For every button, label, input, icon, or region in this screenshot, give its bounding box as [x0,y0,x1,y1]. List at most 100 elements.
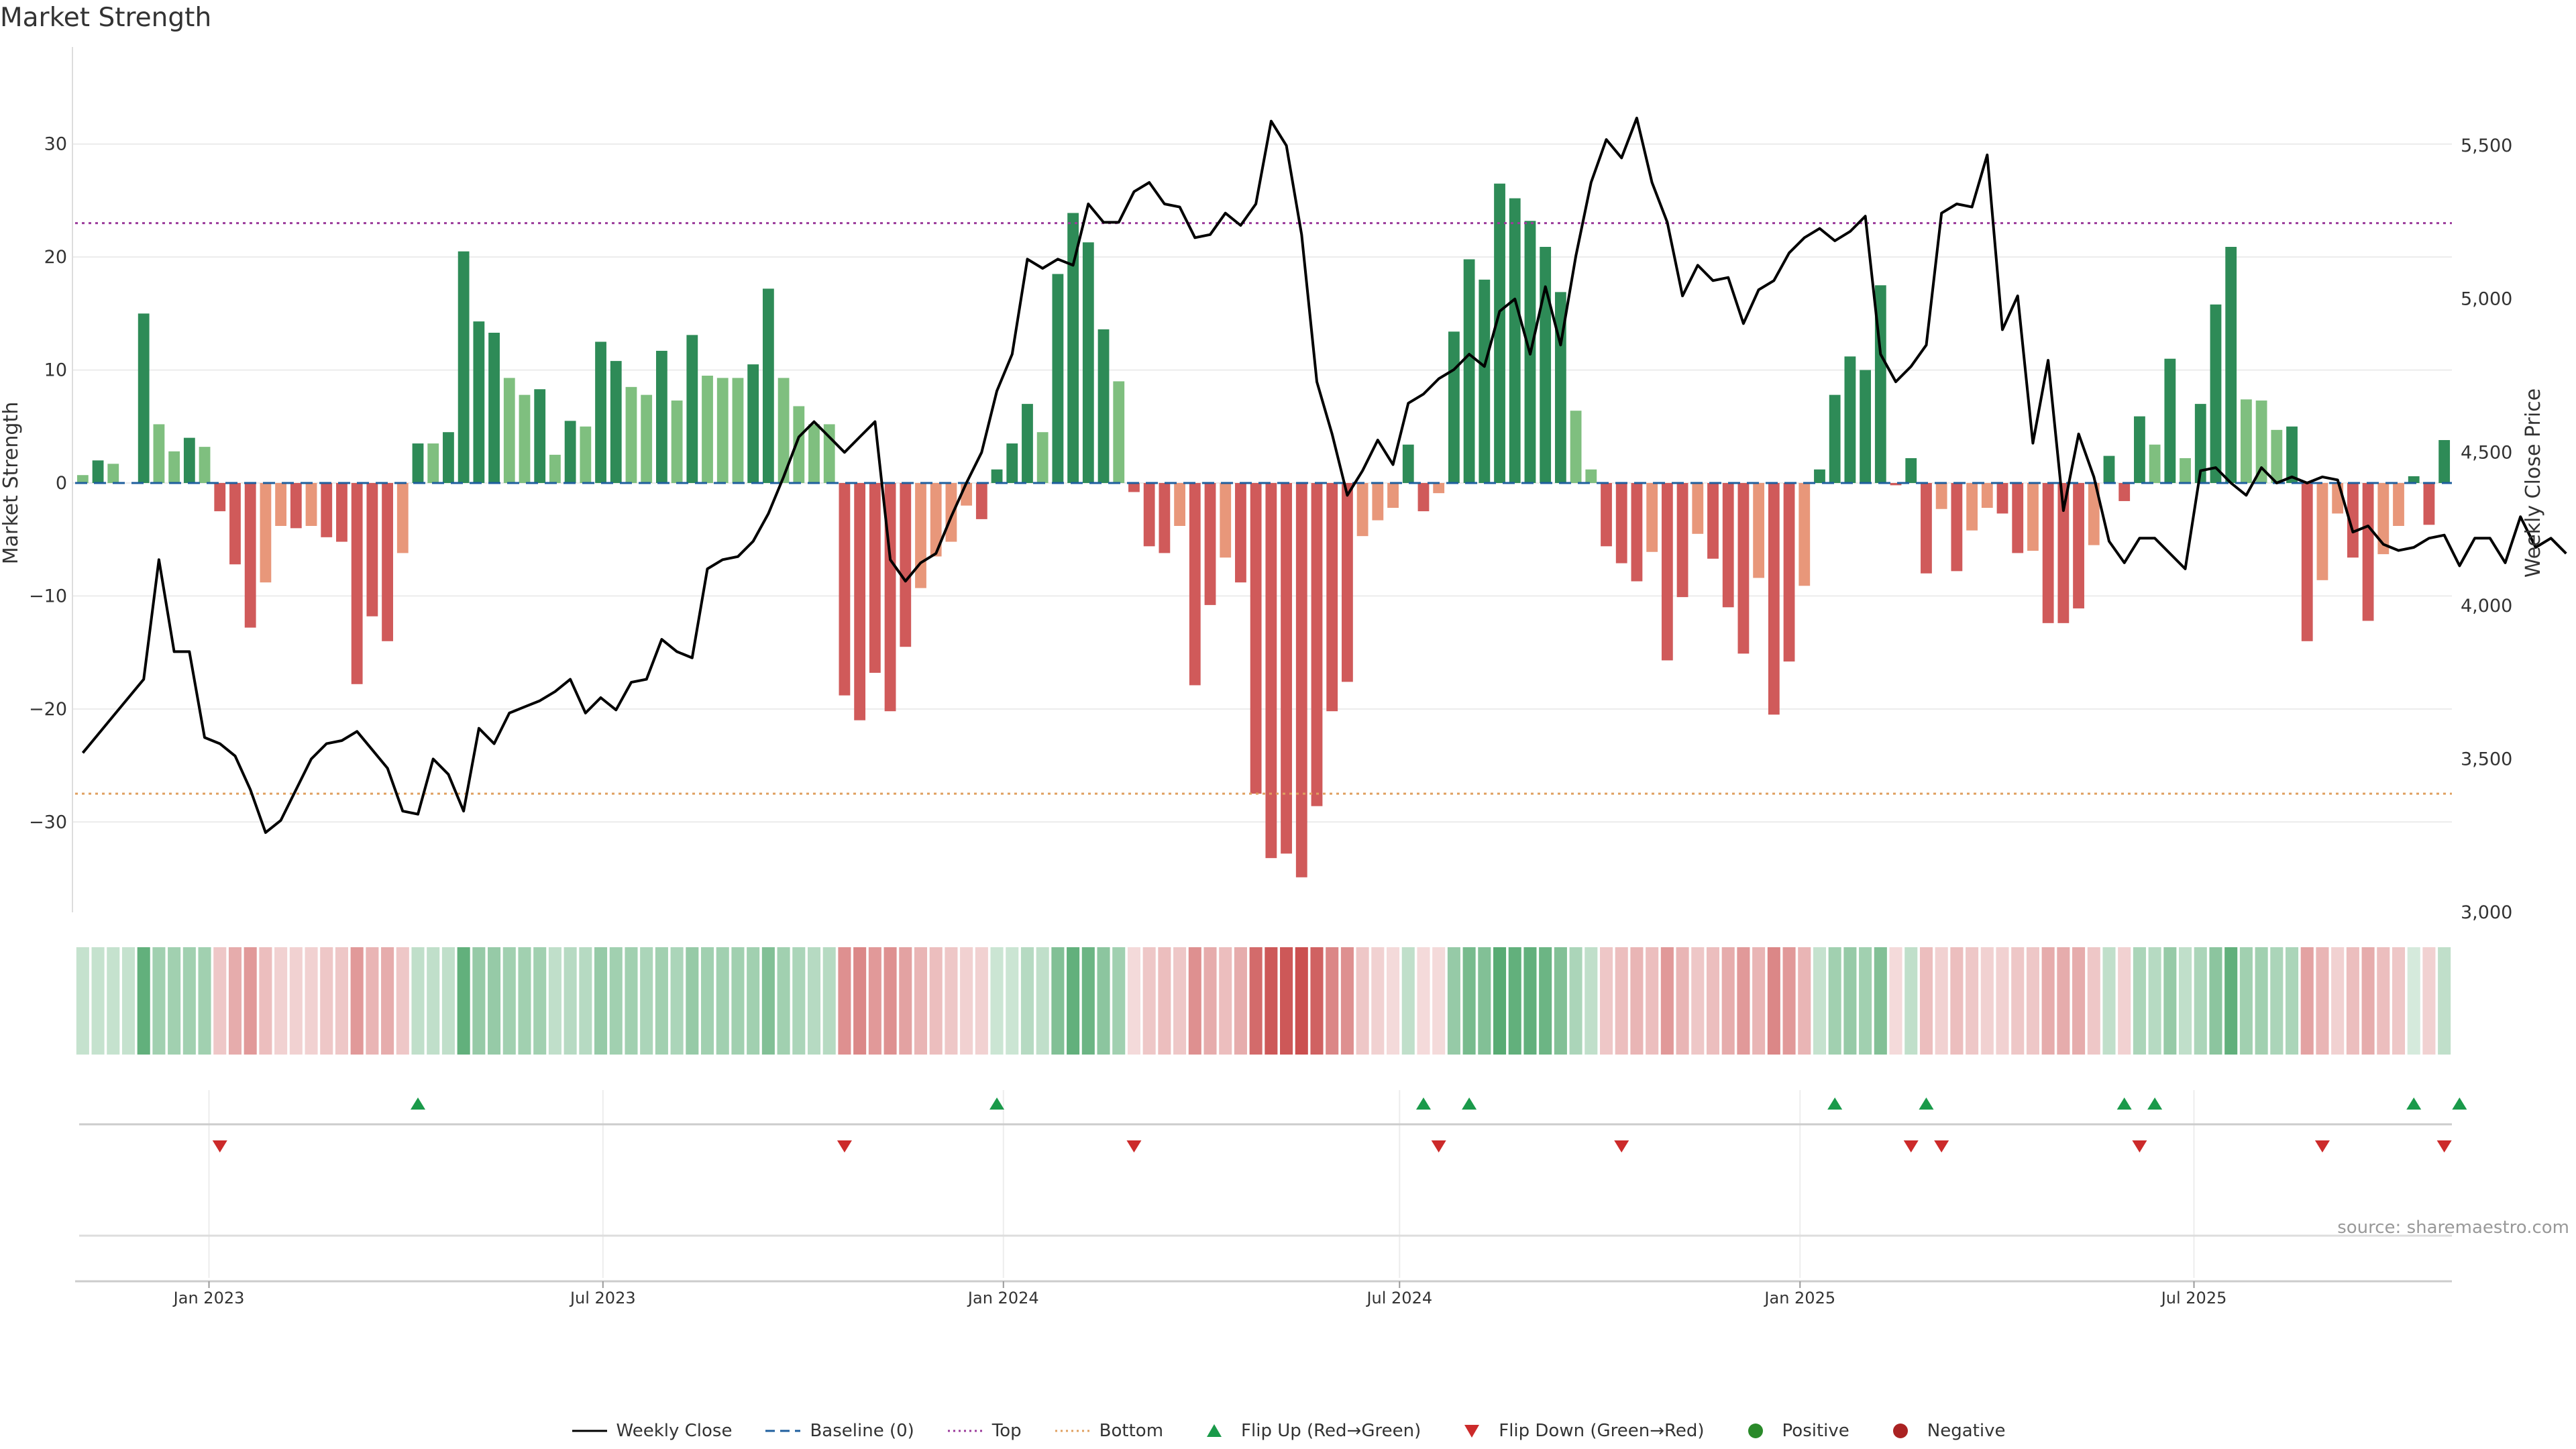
strength-bar [1159,483,1171,553]
strength-bar [1220,483,1232,558]
band-cell [1874,947,1887,1055]
legend-label: Weekly Close [616,1421,733,1441]
strength-bar [1052,274,1064,483]
band-cell [761,947,775,1055]
strength-bar [930,483,942,557]
tri-up-icon [1207,1424,1222,1437]
band-cell [1737,947,1750,1055]
y2-tick-label: 3,000 [2461,902,2512,923]
strength-bar [671,400,683,483]
strength-bar [396,483,409,553]
y2-tick-label: 5,000 [2461,289,2512,310]
strength-bar [991,469,1003,483]
strength-bar [945,483,957,542]
strength-bar [412,443,424,483]
band-cell [1188,947,1201,1055]
band-cell [1554,947,1567,1055]
strength-bar [290,483,302,529]
band-cell [1097,947,1110,1055]
band-cell [1051,947,1065,1055]
strength-bar [1814,469,1825,483]
band-cell [2392,947,2406,1055]
band-cell [411,947,425,1055]
strength-bar [473,321,485,483]
band-cell [1813,947,1827,1055]
flip-markers [212,1097,2467,1152]
legend-item: Top [947,1421,1022,1441]
flip-up-marker [2116,1097,2132,1110]
reference-lines [75,222,2452,795]
strength-bar [1799,483,1811,586]
strength-bar [1951,483,1963,572]
strength-bar [686,335,698,483]
strength-bar [1295,483,1307,877]
flip-down-marker [1934,1140,1949,1152]
strength-bar [2149,444,2161,483]
strength-bar [580,426,592,483]
strength-bar [1768,483,1780,715]
chart-title: Market Strength [0,3,212,33]
strength-bar [1067,213,1079,483]
strength-bar [1311,483,1323,806]
band-cell [1585,947,1598,1055]
band-cell [1691,947,1705,1055]
strength-bar [2301,483,2313,641]
band-cell [1417,947,1430,1055]
strength-bar [168,451,180,483]
band-cell [579,947,592,1055]
band-cell [1020,947,1034,1055]
band-cell [2057,947,2070,1055]
source-note: source: sharemaestro.com [2337,1218,2569,1238]
band-cell [1676,947,1689,1055]
x-tick-label: Jan 2023 [172,1289,245,1307]
band-cell [1798,947,1811,1055]
band-cell [502,947,516,1055]
flip-up-marker [1919,1097,1934,1110]
band-cell [1980,947,1994,1055]
strength-bar [92,460,104,483]
band-cell [1173,947,1187,1055]
dot-icon [1748,1424,1763,1438]
band-cell [716,947,729,1055]
strength-bar [2271,429,2283,483]
flip-down-marker [2436,1140,2452,1152]
band-cell [1310,947,1324,1055]
band-cell [121,947,136,1055]
axes: −30 −20 −10 0 10 20 30 3,000 3,500 4,000 4,500 5,00… [0,47,2545,1307]
y2-tick-label: 4,000 [2461,596,2512,616]
band-cell [1904,947,1918,1055]
legend-item: Flip Up (Red→Green) [1195,1421,1421,1441]
flip-up-marker [411,1097,426,1110]
strength-bar [1905,458,1917,483]
strength-bar [1022,404,1033,483]
strength-bar [2408,476,2420,483]
band-cell [686,947,699,1055]
band-cell [76,947,89,1055]
strength-bar [2194,404,2206,483]
strength-bar [2240,399,2252,483]
band-cell [2011,947,2025,1055]
strength-bar [975,483,987,519]
band-cell [1158,947,1171,1055]
strength-bar [1372,483,1384,521]
band-cell [640,947,653,1055]
band-cell [350,947,364,1055]
strength-bar [2118,483,2131,501]
strength-bar [1601,483,1612,547]
band-cell [1828,947,1841,1055]
flip-down-marker [1903,1140,1919,1152]
strength-bar [839,483,851,696]
strength-bar [625,386,637,483]
band-cell [990,947,1004,1055]
band-cell [1478,947,1491,1055]
strength-bar [1829,394,1841,483]
band-cell [1127,947,1140,1055]
band-cell [2118,947,2131,1055]
x-tick-label: Jan 2025 [1763,1289,1835,1307]
band-cell [1889,947,1902,1055]
flip-down-marker [1126,1140,1142,1152]
band-cell [2285,947,2299,1055]
strength-bar [2057,483,2070,623]
strength-bar [1737,483,1750,654]
band-cell [213,947,227,1055]
